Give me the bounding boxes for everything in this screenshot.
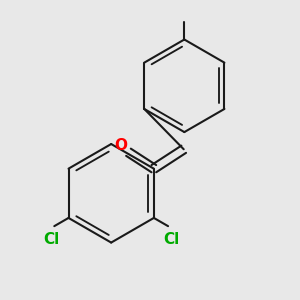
Text: Cl: Cl [43,232,59,247]
Text: O: O [115,138,128,153]
Text: Cl: Cl [163,232,179,247]
